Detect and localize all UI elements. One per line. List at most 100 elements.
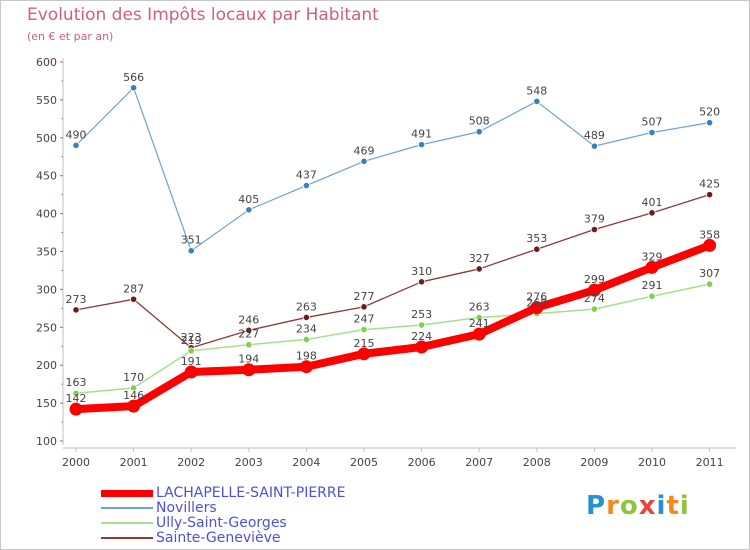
data-label-ully-saint-georges: 163 (66, 376, 87, 389)
data-label-novillers: 489 (584, 129, 605, 142)
data-label-lachapelle-saint-pierre: 194 (238, 353, 259, 366)
chart-subtitle: (en € et par an) (27, 30, 114, 43)
x-tick-label: 2004 (292, 456, 320, 469)
data-label-lachapelle-saint-pierre: 241 (469, 317, 490, 330)
data-point-lachapelle-saint-pierre (69, 402, 83, 416)
legend-label-ully-saint-georges: Ully-Saint-Georges (156, 515, 287, 531)
data-label-sainte-genevi-ve: 246 (238, 313, 259, 326)
data-point-novillers (72, 141, 80, 149)
data-label-ully-saint-georges: 268 (526, 297, 547, 310)
data-label-novillers: 548 (526, 84, 547, 97)
data-point-novillers (590, 142, 599, 150)
data-point-novillers (130, 84, 138, 92)
data-label-novillers: 351 (181, 234, 202, 247)
data-point-ully-saint-georges (245, 341, 253, 349)
data-point-novillers (533, 97, 541, 106)
y-tick-label: 250 (36, 321, 57, 334)
logo-letter: P (586, 491, 607, 521)
data-point-lachapelle-saint-pierre (587, 283, 601, 297)
data-point-ully-saint-georges (302, 335, 310, 344)
data-point-lachapelle-saint-pierre (357, 347, 371, 361)
logo-letter: i (656, 491, 667, 521)
legend-item-lachapelle-saint-pierre: LACHAPELLE-SAINT-PIERRE (101, 486, 441, 501)
legend-label-novillers: Novillers (156, 500, 217, 516)
data-label-sainte-genevi-ve: 379 (584, 213, 605, 226)
data-point-novillers (648, 128, 656, 137)
data-point-sainte-genevi-ve (475, 265, 483, 273)
y-tick-label: 150 (36, 397, 57, 410)
data-point-novillers (705, 119, 714, 127)
data-label-lachapelle-saint-pierre: 191 (181, 355, 202, 368)
x-tick-label: 2011 (696, 456, 724, 469)
data-label-ully-saint-georges: 219 (181, 334, 202, 347)
data-label-lachapelle-saint-pierre: 215 (354, 337, 375, 350)
logo-letter: x (638, 491, 657, 521)
y-tick-label: 100 (36, 435, 57, 448)
data-label-ully-saint-georges: 291 (642, 279, 663, 292)
data-label-novillers: 405 (238, 193, 259, 206)
y-tick-label: 450 (36, 170, 57, 183)
data-label-lachapelle-saint-pierre: 198 (296, 350, 317, 363)
series-layer (69, 84, 717, 416)
axes: 100 150 200 250 300 350 400 450 500 550 600 2000 200… (36, 56, 736, 469)
data-point-ully-saint-georges (705, 280, 714, 288)
data-point-sainte-genevi-ve (648, 209, 656, 217)
data-label-lachapelle-saint-pierre: 276 (526, 291, 547, 304)
y-tick-label: 400 (36, 208, 57, 221)
data-label-lachapelle-saint-pierre: 299 (584, 273, 605, 286)
data-label-lachapelle-saint-pierre: 224 (411, 330, 432, 343)
data-label-sainte-genevi-ve: 310 (411, 265, 432, 278)
x-tick-label: 2003 (235, 456, 263, 469)
data-label-ully-saint-georges: 274 (584, 292, 605, 305)
y-tick-label: 600 (36, 56, 57, 69)
series-line-lachapelle-saint-pierre (72, 241, 714, 414)
series-line-novillers (75, 87, 711, 252)
data-point-novillers (245, 206, 253, 214)
y-tick-label: 500 (36, 132, 57, 145)
data-point-lachapelle-saint-pierre (299, 360, 313, 374)
data-label-sainte-genevi-ve: 425 (699, 178, 720, 191)
data-point-lachapelle-saint-pierre (242, 363, 256, 377)
data-point-lachapelle-saint-pierre (472, 327, 486, 341)
legend-label-lachapelle-saint-pierre: LACHAPELLE-SAINT-PIERRE (156, 485, 346, 501)
data-label-sainte-genevi-ve: 223 (181, 331, 202, 344)
data-point-novillers (417, 141, 426, 149)
legend-swatch-ully-saint-georges (101, 522, 153, 524)
logo-letter: t (666, 491, 680, 521)
legend-item-ully-saint-georges: Ully-Saint-Georges (101, 516, 441, 531)
data-point-lachapelle-saint-pierre (530, 301, 544, 315)
data-point-ully-saint-georges (475, 313, 483, 322)
data-point-lachapelle-saint-pierre (184, 365, 198, 379)
data-label-ully-saint-georges: 170 (123, 371, 144, 384)
data-point-novillers (302, 181, 310, 190)
data-point-ully-saint-georges (648, 292, 656, 300)
proxiti-logo: Proxiti (586, 491, 690, 521)
data-label-lachapelle-saint-pierre: 146 (123, 389, 144, 402)
x-tick-label: 2008 (523, 456, 551, 469)
x-tick-label: 2010 (638, 456, 666, 469)
legend-swatch-sainte-genevi-ve (101, 537, 153, 539)
legend-swatch-lachapelle-saint-pierre (101, 490, 153, 497)
data-point-sainte-genevi-ve (705, 191, 714, 199)
data-label-novillers: 491 (411, 128, 432, 141)
y-tick-label: 350 (36, 246, 57, 259)
data-label-ully-saint-georges: 307 (699, 267, 720, 280)
logo-letter: r (606, 491, 620, 521)
data-point-ully-saint-georges (130, 384, 138, 392)
data-label-lachapelle-saint-pierre: 358 (699, 228, 720, 241)
data-label-sainte-genevi-ve: 327 (469, 252, 490, 265)
data-point-ully-saint-georges (72, 389, 80, 397)
data-label-sainte-genevi-ve: 277 (354, 290, 375, 303)
x-tick-label: 2005 (350, 456, 378, 469)
legend-label-sainte-genevi-ve: Sainte-Geneviève (156, 530, 281, 546)
data-label-ully-saint-georges: 247 (354, 313, 375, 326)
y-tick-label: 200 (36, 359, 57, 372)
legend: LACHAPELLE-SAINT-PIERRE Novillers Ully-Sai… (101, 486, 441, 546)
data-label-novillers: 520 (699, 106, 720, 119)
data-point-ully-saint-georges (590, 305, 599, 313)
data-point-ully-saint-georges (417, 321, 426, 329)
data-label-sainte-genevi-ve: 353 (526, 232, 547, 245)
data-point-novillers (475, 128, 483, 136)
